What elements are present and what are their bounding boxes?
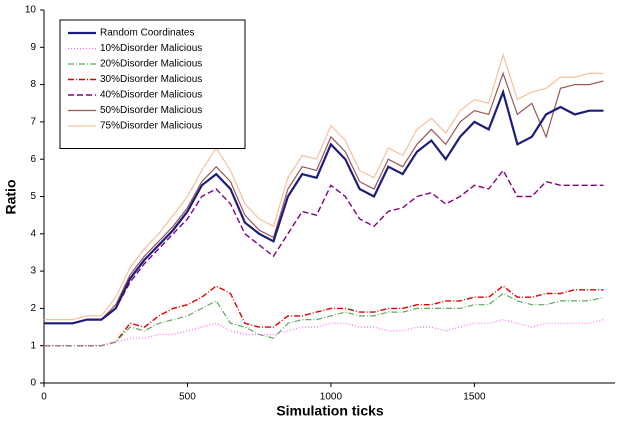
y-tick-label: 1 xyxy=(30,340,36,351)
y-tick-label: 6 xyxy=(30,154,36,165)
x-tick-label: 1000 xyxy=(320,392,343,403)
y-tick-label: 2 xyxy=(30,303,36,314)
x-axis-title: Simulation ticks xyxy=(276,403,384,419)
legend-label: Random Coordinates xyxy=(100,28,195,39)
y-tick-label: 3 xyxy=(30,266,36,277)
y-tick-label: 10 xyxy=(25,5,37,16)
legend-label: 40%Disorder Malicious xyxy=(100,90,202,101)
x-tick-label: 1500 xyxy=(463,392,486,403)
legend-label: 50%Disorder Malicious xyxy=(100,105,202,116)
y-tick-label: 5 xyxy=(30,191,36,202)
legend-label: 75%Disorder Malicious xyxy=(100,121,202,132)
legend-label: 30%Disorder Malicious xyxy=(100,74,202,85)
series-line xyxy=(44,169,604,324)
legend-label: 10%Disorder Malicious xyxy=(100,43,202,54)
series-line xyxy=(44,52,604,321)
series-line xyxy=(44,292,604,347)
y-tick-label: 0 xyxy=(30,378,36,389)
y-tick-label: 4 xyxy=(30,228,36,239)
y-tick-label: 9 xyxy=(30,42,36,53)
x-tick-label: 500 xyxy=(179,392,196,403)
y-tick-label: 7 xyxy=(30,117,36,128)
series-line xyxy=(44,318,604,347)
legend-label: 20%Disorder Malicious xyxy=(100,59,202,70)
series-line xyxy=(44,88,604,325)
y-tick-label: 8 xyxy=(30,79,36,90)
series-line xyxy=(44,71,604,324)
legend-box xyxy=(59,19,246,149)
series-line xyxy=(44,285,604,347)
x-tick-label: 0 xyxy=(41,392,47,403)
y-axis-title: Ratio xyxy=(3,180,19,215)
